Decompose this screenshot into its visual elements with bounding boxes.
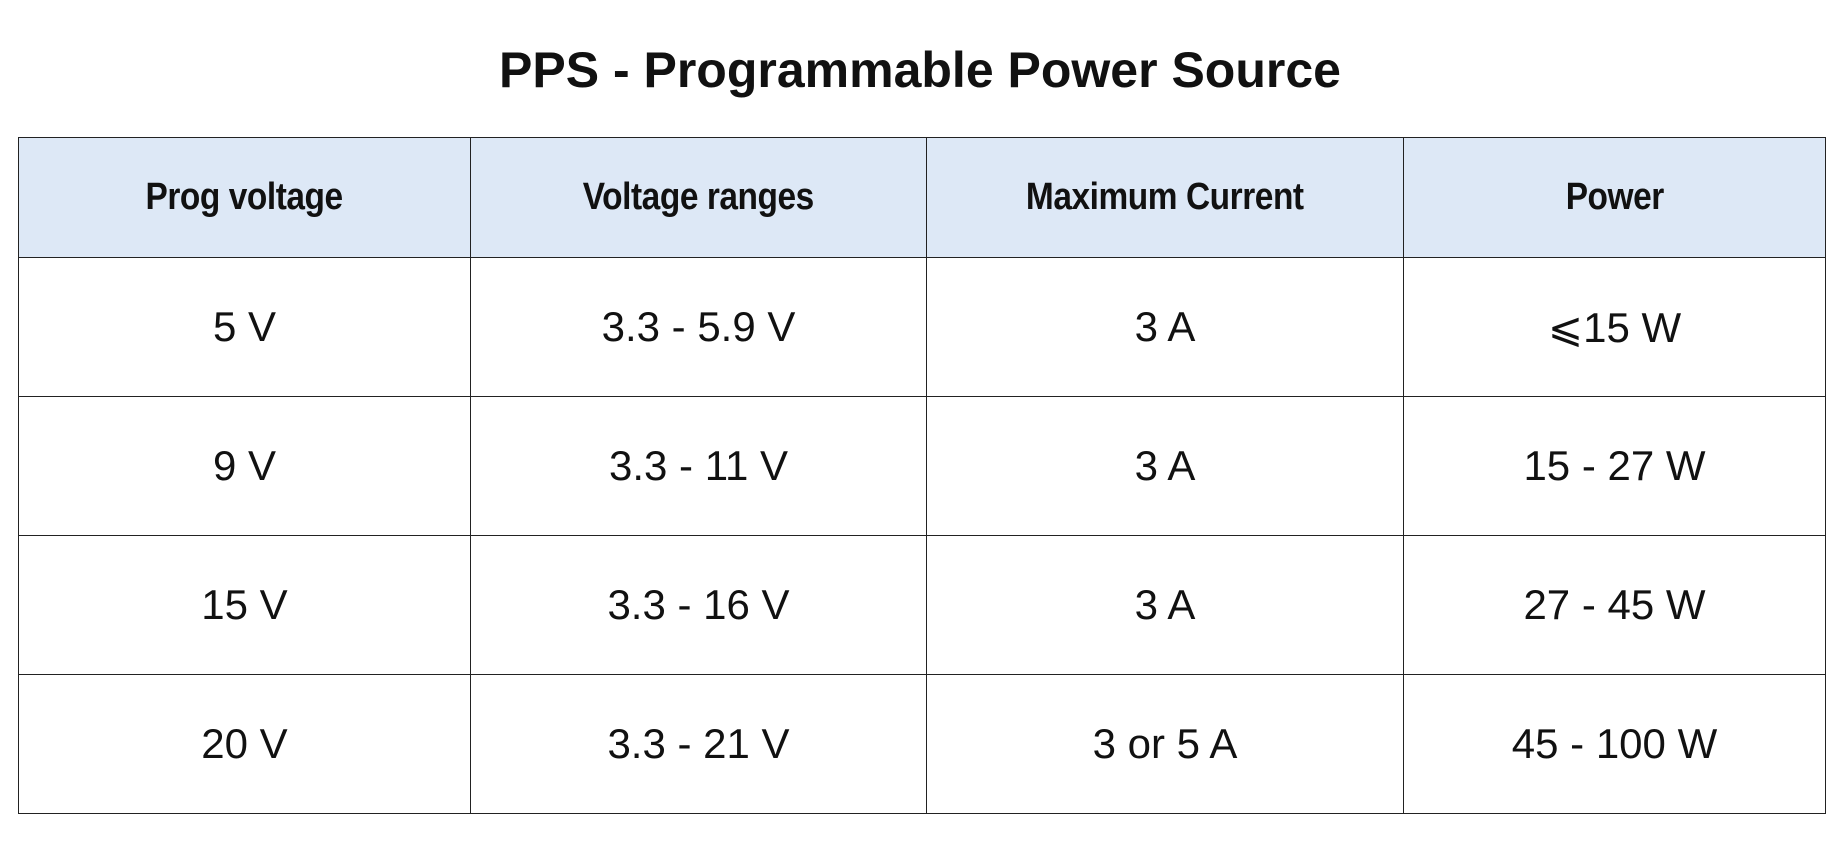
header-cell: Power	[1403, 137, 1826, 258]
header-cell: Voltage ranges	[470, 137, 927, 258]
header-cell: Maximum Current	[926, 137, 1404, 258]
table-cell: 15 V	[18, 535, 471, 675]
table-cell: 3.3 - 16 V	[470, 535, 927, 675]
header-text: Prog voltage	[145, 176, 344, 218]
table-cell: 20 V	[18, 674, 471, 814]
header-row: Prog voltage Voltage ranges Maximum Curren…	[18, 137, 1826, 258]
title: PPS - Programmable Power Source	[499, 42, 1341, 98]
table-cell: 9 V	[18, 396, 471, 536]
table-cell: 3.3 - 5.9 V	[470, 257, 927, 397]
table-cell: ⩽15 W	[1403, 257, 1826, 397]
table-cell: 15 - 27 W	[1403, 396, 1826, 536]
table: Prog voltage Voltage ranges Maximum Curren…	[18, 137, 1826, 814]
table-cell: 5 V	[18, 257, 471, 397]
header-text: Power	[1565, 176, 1664, 218]
table-cell: 45 - 100 W	[1403, 674, 1826, 814]
table-cell: 27 - 45 W	[1403, 535, 1826, 675]
table-cell: 3 A	[926, 535, 1404, 675]
table-cell: 3 or 5 A	[926, 674, 1404, 814]
table-cell: 3.3 - 11 V	[470, 396, 927, 536]
header-text: Maximum Current	[1026, 176, 1304, 218]
table-cell: 3 A	[926, 396, 1404, 536]
table-cell: 3 A	[926, 257, 1404, 397]
table-cell: 3.3 - 21 V	[470, 674, 927, 814]
header-cell: Prog voltage	[18, 137, 471, 258]
header-text: Voltage ranges	[582, 176, 815, 218]
